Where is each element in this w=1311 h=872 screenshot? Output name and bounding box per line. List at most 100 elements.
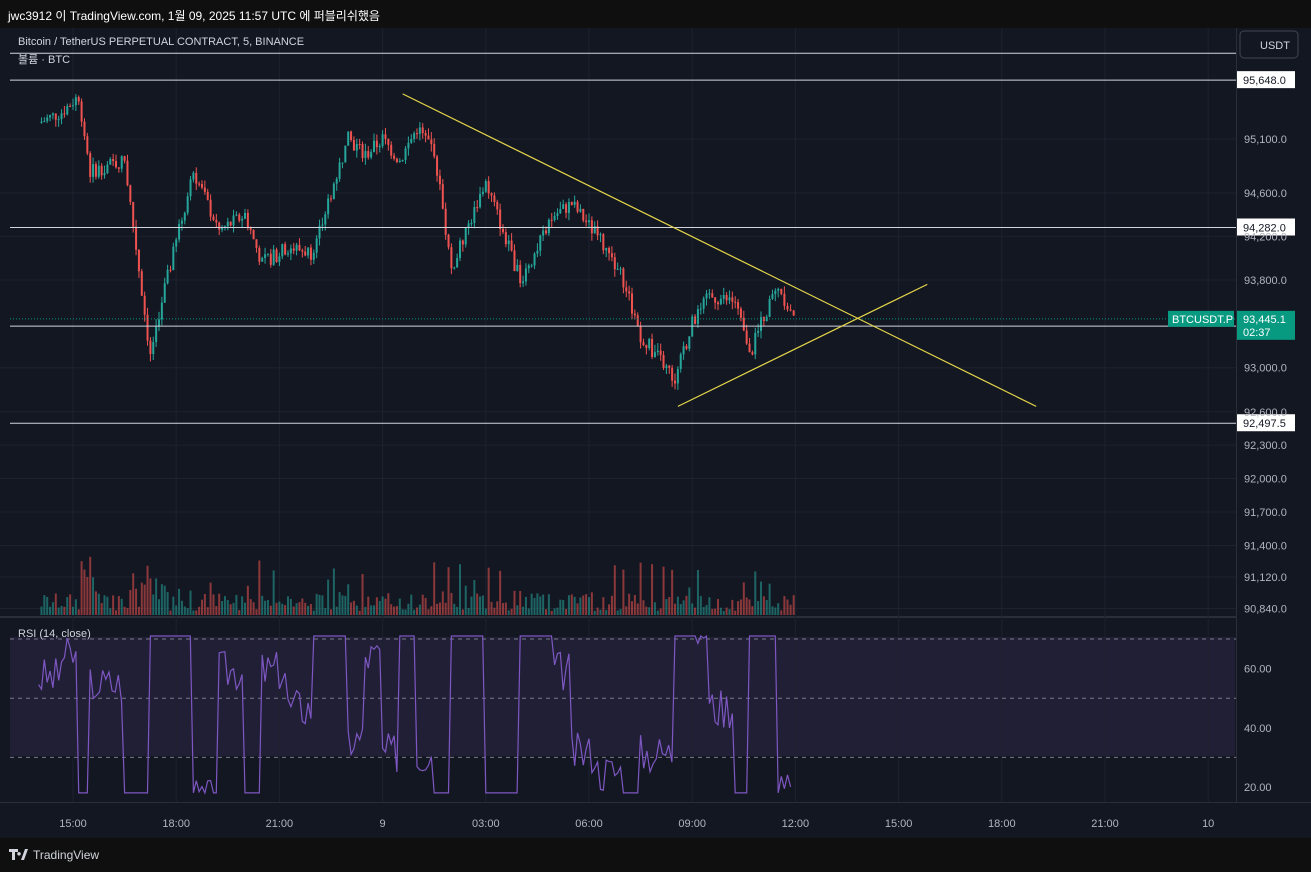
currency-button[interactable]: USDT — [1239, 30, 1299, 59]
candle-body — [289, 248, 292, 254]
tradingview-logo[interactable]: TradingView — [9, 848, 99, 862]
candle-body — [493, 195, 496, 203]
candle-body — [696, 309, 699, 324]
volume-bar — [361, 574, 364, 615]
volume-bar — [298, 602, 301, 615]
candle-body — [160, 302, 163, 320]
volume-bar — [565, 608, 568, 615]
candle-body — [430, 139, 433, 145]
candle-body — [745, 330, 748, 344]
candle-body — [459, 240, 461, 259]
candle-body — [212, 216, 215, 220]
volume-bar — [367, 596, 370, 615]
time-tick-label: 06:00 — [575, 818, 603, 830]
candle-body — [588, 220, 590, 223]
volume-bar — [295, 603, 298, 615]
candle-body — [467, 223, 470, 228]
tradingview-logo-icon — [9, 849, 28, 860]
candle-body — [321, 224, 324, 226]
volume-bar — [284, 605, 287, 615]
volume-bar — [588, 597, 590, 615]
candle-body — [682, 346, 685, 355]
candle-body — [94, 164, 97, 177]
candle-body — [241, 218, 244, 221]
volume-bar — [312, 610, 315, 615]
candle-body — [178, 223, 181, 240]
volume-bar — [258, 560, 261, 615]
volume-legend[interactable]: 볼륨 · BTC — [18, 53, 70, 66]
panel-separator — [0, 616, 1236, 618]
volume-bar — [728, 609, 731, 615]
volume-bar — [596, 607, 599, 615]
volume-bar — [203, 593, 206, 615]
candle-body — [450, 247, 453, 269]
grid — [0, 28, 1236, 802]
candle-body — [653, 352, 656, 357]
time-tick-label: 21:00 — [1091, 818, 1119, 830]
volume-bar — [613, 565, 616, 615]
volume-bar — [393, 606, 396, 615]
volume-bar — [281, 603, 284, 615]
volume-bar — [639, 562, 642, 615]
volume-bar — [103, 595, 106, 615]
candle-body — [338, 162, 341, 179]
volume-bar — [453, 603, 456, 615]
volume-bar — [183, 606, 186, 615]
candle-body — [344, 145, 347, 163]
publish-text: jwc3912 이 TradingView.com, 1월 09, 2025 1… — [8, 9, 380, 23]
currency-button-label[interactable]: USDT — [1260, 40, 1290, 52]
candle-body — [410, 138, 413, 143]
candle-body — [158, 319, 160, 327]
volume-bar — [169, 610, 172, 615]
volume-bar — [223, 596, 226, 615]
currency-button-frame — [1239, 30, 1299, 59]
volume-bar — [40, 606, 43, 615]
candle-body — [596, 226, 599, 236]
volume-bar — [436, 603, 439, 615]
volume-bar — [559, 599, 562, 615]
volume-bar — [642, 600, 645, 615]
candle-body — [327, 198, 330, 215]
candle-body — [533, 253, 536, 266]
rsi-legend[interactable]: RSI (14, close) — [18, 628, 91, 640]
volume-bar — [459, 564, 461, 615]
candle-body — [444, 208, 447, 235]
candle-body — [786, 305, 789, 310]
volume-bar — [487, 567, 490, 615]
volume-bar — [527, 608, 530, 615]
volume-bar — [668, 597, 671, 615]
volume-bar — [72, 606, 74, 615]
volume-bar — [292, 606, 295, 615]
volume-bar — [717, 599, 719, 615]
candle-body — [180, 220, 183, 224]
volume-bar — [762, 596, 765, 615]
volume-bar — [384, 598, 387, 615]
level-price-tag — [1237, 71, 1295, 89]
candle-body — [628, 291, 631, 294]
volume-bar — [43, 595, 46, 615]
volume-bar — [792, 595, 795, 615]
volume-bar — [671, 569, 674, 615]
volume-bar — [539, 596, 542, 615]
candle-body — [189, 179, 192, 197]
volume-bar — [338, 592, 341, 615]
candle-body — [499, 209, 502, 229]
candle-body — [163, 283, 166, 303]
volume-bar — [307, 605, 310, 615]
volume-bar — [370, 605, 373, 615]
volume-bar — [63, 606, 66, 615]
volume-bar — [493, 607, 496, 615]
rsi-band-background — [10, 637, 1235, 756]
candle-body — [132, 201, 135, 227]
volume-bar — [570, 594, 573, 615]
volume-bar — [192, 610, 195, 615]
volume-bar — [430, 606, 433, 615]
candle-body — [582, 208, 585, 221]
symbol-legend[interactable]: Bitcoin / TetherUS PERPETUAL CONTRACT, 5… — [18, 36, 304, 48]
volume-bar — [117, 596, 120, 615]
candle-body — [622, 268, 625, 288]
candle-body — [304, 251, 307, 256]
volume-bar — [473, 579, 476, 615]
candle-body — [266, 253, 269, 255]
